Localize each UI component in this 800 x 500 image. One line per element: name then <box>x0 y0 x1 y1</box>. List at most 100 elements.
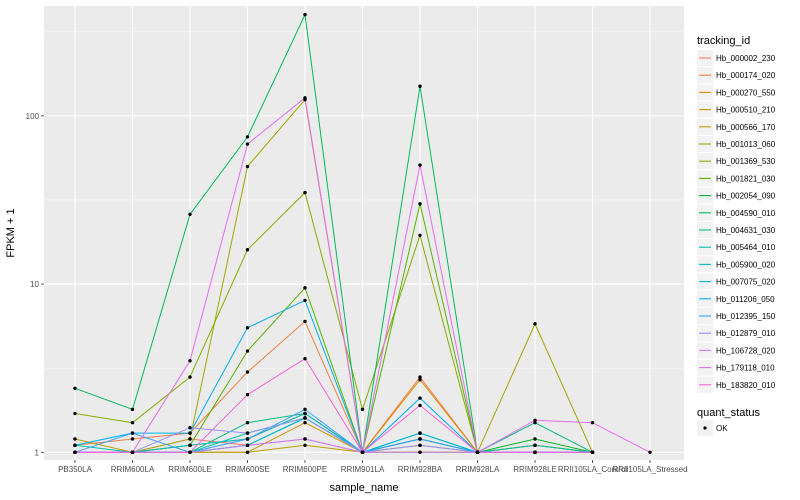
y-tick-label: 100 <box>26 112 40 121</box>
legend-label: Hb_001013_060 <box>716 140 776 149</box>
data-point <box>303 12 307 17</box>
plot-panel <box>44 6 684 460</box>
legend-title-tracking: tracking_id <box>697 35 750 47</box>
data-point <box>418 450 422 455</box>
legend-label: Hb_000566_170 <box>716 123 776 132</box>
data-point <box>303 416 307 420</box>
legend-title-quant-status: quant_status <box>697 407 760 419</box>
data-point <box>418 403 422 408</box>
y-axis: 1 10 100 <box>26 112 44 457</box>
x-tick-label: RRIM928LE <box>513 465 557 474</box>
data-point <box>245 248 250 252</box>
data-point <box>533 450 537 455</box>
legend-label: Hb_183820_010 <box>716 381 776 390</box>
legend-label: Hb_005900_020 <box>716 260 776 269</box>
legend-label: Hb_012879_010 <box>716 329 776 338</box>
data-point <box>188 431 192 435</box>
data-point <box>245 443 250 448</box>
data-point <box>418 84 422 88</box>
data-point <box>533 437 537 441</box>
data-point <box>533 418 537 422</box>
data-point <box>418 396 422 400</box>
y-tick-label: 1 <box>35 448 40 457</box>
data-point <box>245 135 250 139</box>
data-point <box>418 375 422 379</box>
data-point <box>418 437 422 441</box>
legend-label: Hb_001821_030 <box>716 174 776 183</box>
x-axis: PB350LA RRIM600LA RRIM600LE RRIM600SE RRIM60… <box>58 460 688 474</box>
x-tick-label: RRIM600SE <box>225 465 269 474</box>
data-point <box>245 431 250 435</box>
x-tick-label: RRIM600PE <box>283 465 327 474</box>
data-point <box>245 349 250 353</box>
legend-label: Hb_007075_020 <box>716 278 776 287</box>
data-point <box>418 431 422 435</box>
data-point <box>130 420 135 425</box>
data-point <box>303 443 307 448</box>
data-point <box>360 407 365 412</box>
data-point <box>73 437 77 441</box>
data-point <box>533 322 537 326</box>
x-axis-title: sample_name <box>329 482 398 494</box>
data-point <box>188 359 192 363</box>
data-point <box>245 164 250 169</box>
x-tick-label: PB350LA <box>58 465 92 474</box>
data-point <box>303 190 307 195</box>
data-point <box>360 450 365 455</box>
data-point <box>418 163 422 167</box>
data-point <box>245 142 250 146</box>
legend-label: Hb_106728_020 <box>716 346 776 355</box>
data-point <box>245 393 250 397</box>
data-point <box>245 437 250 441</box>
data-point <box>130 437 135 441</box>
data-point <box>188 437 192 441</box>
data-point <box>303 357 307 361</box>
data-point <box>73 386 77 391</box>
data-point <box>73 450 77 455</box>
series-line <box>75 358 593 454</box>
data-point <box>303 286 307 290</box>
y-axis-title: FPKM + 1 <box>5 208 17 257</box>
data-point <box>533 443 537 448</box>
x-tick-label: RRIM600LE <box>168 465 212 474</box>
legend-label: Hb_005464_010 <box>716 243 776 252</box>
data-point <box>303 298 307 303</box>
data-point <box>245 370 250 374</box>
data-point <box>418 443 422 448</box>
data-point <box>245 326 250 330</box>
x-tick-label: RRIM600LA <box>111 465 155 474</box>
data-point <box>303 420 307 425</box>
data-point <box>188 212 192 216</box>
legend-label: Hb_001369_530 <box>716 157 776 166</box>
data-point <box>303 407 307 412</box>
data-point <box>648 450 652 455</box>
data-point <box>130 450 135 455</box>
data-point <box>245 420 250 425</box>
data-point <box>418 233 422 238</box>
legend-label: Hb_000174_020 <box>716 71 776 80</box>
legend: tracking_id Hb_000002_230 Hb_000174_020 Hb… <box>697 35 776 436</box>
legend-label: Hb_011206_050 <box>716 295 775 304</box>
y-tick-label: 10 <box>30 280 39 289</box>
legend-label: Hb_004631_030 <box>716 226 776 235</box>
data-point <box>245 450 250 455</box>
data-point <box>533 420 537 425</box>
data-point <box>303 319 307 324</box>
legend-label: Hb_004590_010 <box>716 209 776 218</box>
data-points <box>73 12 652 455</box>
data-point <box>418 378 422 382</box>
data-point <box>130 407 135 412</box>
data-point <box>303 411 307 416</box>
data-point <box>188 375 192 379</box>
legend-label: Hb_000270_550 <box>716 88 776 97</box>
data-point <box>590 450 595 455</box>
legend-label: Hb_012395_150 <box>716 312 776 321</box>
x-tick-label: RRII105LA_Stressed <box>612 465 687 474</box>
legend-label-ok: OK <box>716 424 728 433</box>
grid-lines <box>44 6 684 460</box>
data-point <box>418 202 422 206</box>
x-tick-label: RRIM928BA <box>398 465 443 474</box>
data-point <box>303 437 307 441</box>
data-point <box>475 450 480 455</box>
